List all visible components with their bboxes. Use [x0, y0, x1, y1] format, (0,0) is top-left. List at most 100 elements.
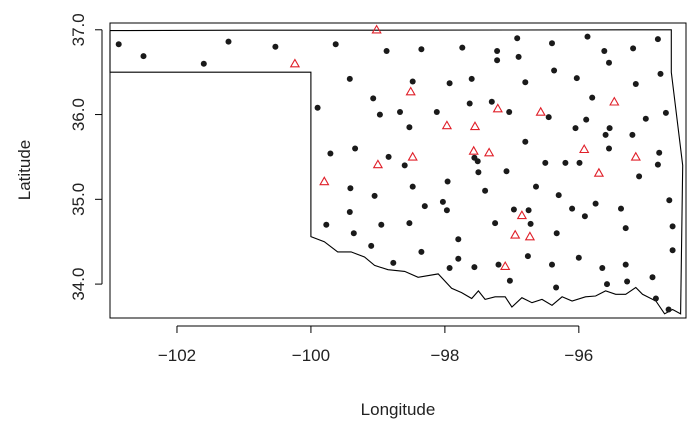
circle-point [471, 264, 478, 271]
circle-point [323, 221, 330, 228]
circle-point [406, 124, 413, 131]
circle-point [533, 183, 539, 190]
circle-point [503, 168, 510, 175]
circle-point [599, 265, 606, 271]
circle-point [527, 220, 534, 227]
circle-point [576, 159, 583, 166]
circle-point [604, 281, 610, 288]
circle-point [482, 187, 489, 194]
triangle-point [289, 58, 301, 68]
circle-point [666, 197, 673, 204]
circle-point [592, 200, 599, 207]
circle-point [397, 109, 403, 115]
triangle-point [468, 145, 479, 155]
circle-point [606, 59, 612, 66]
circle-point [506, 277, 513, 284]
circle-point [494, 48, 501, 54]
circle-point [468, 75, 475, 82]
circle-point [446, 265, 453, 271]
triangle-point [469, 121, 481, 131]
circle-point [475, 169, 482, 176]
circle-point [510, 206, 517, 213]
circle-point [371, 192, 378, 199]
circle-point [200, 60, 207, 67]
plot-area-frame [109, 22, 687, 319]
triangle-point [405, 86, 416, 96]
circle-point [225, 38, 232, 45]
circle-point [443, 207, 450, 214]
x-tick-label: −98 [430, 346, 459, 365]
circle-point [524, 253, 531, 260]
triangle-point [535, 106, 546, 116]
circle-point [555, 192, 562, 199]
circle-point [665, 306, 672, 313]
circle-point [522, 138, 529, 145]
circle-point [421, 203, 428, 210]
y-tick-label: 34.0 [69, 268, 88, 301]
x-tick-label: −102 [158, 346, 196, 365]
circle-point [657, 70, 664, 77]
circle-point [332, 41, 339, 48]
circle-point [494, 57, 501, 64]
circle-point [545, 114, 552, 121]
circle-point [446, 80, 453, 87]
circle-point [583, 116, 590, 123]
circle-point [272, 43, 279, 50]
circle-point [629, 131, 636, 138]
triangle-point [579, 143, 590, 154]
circle-point [383, 48, 390, 54]
circle-point [418, 248, 425, 255]
circle-point [606, 125, 613, 132]
y-axis: 34.0 35.0 36.0 37.0 [69, 13, 103, 301]
x-tick-label: −100 [292, 346, 330, 365]
circle-point [495, 261, 502, 268]
triangle-point [407, 151, 418, 161]
circle-point [654, 161, 661, 168]
circle-point [409, 78, 416, 85]
circle-point [553, 284, 560, 291]
circle-point [466, 100, 473, 107]
data-points [115, 24, 676, 313]
circle-point [551, 67, 558, 74]
circle-point [669, 247, 676, 254]
circle-point [652, 295, 659, 302]
circle-point [488, 98, 495, 105]
circle-point [553, 230, 560, 237]
circle-point [514, 35, 521, 42]
triangle-point [319, 176, 330, 186]
triangle-point [516, 210, 528, 220]
circle-point [346, 75, 353, 82]
circle-point [584, 33, 591, 40]
state-outline [109, 29, 684, 315]
circle-point [669, 223, 676, 230]
circle-point [549, 261, 555, 268]
triangle-point [483, 147, 495, 157]
circle-point [390, 259, 397, 266]
circle-point [581, 213, 588, 220]
triangle-point [510, 229, 521, 239]
triangle-point [371, 24, 382, 34]
circle-point [562, 159, 569, 166]
circle-point [347, 185, 354, 192]
circle-point [522, 79, 529, 86]
circle-point [471, 154, 478, 161]
triangle-point [609, 96, 620, 106]
circle-point [378, 221, 385, 228]
circle-point [602, 131, 609, 138]
circle-point [455, 236, 462, 243]
circle-point [455, 255, 462, 262]
x-tick-label: −96 [564, 346, 593, 365]
circle-point [115, 41, 122, 48]
circle-point [515, 53, 522, 60]
circle-point [624, 278, 631, 285]
circle-point [444, 178, 451, 185]
y-axis-title: Latitude [15, 140, 34, 201]
circle-point [406, 220, 413, 227]
circle-point [606, 145, 612, 152]
circle-point [346, 209, 353, 215]
circle-point [575, 254, 582, 261]
circle-point [622, 225, 629, 232]
circle-point [622, 261, 629, 268]
circle-point [418, 46, 425, 53]
